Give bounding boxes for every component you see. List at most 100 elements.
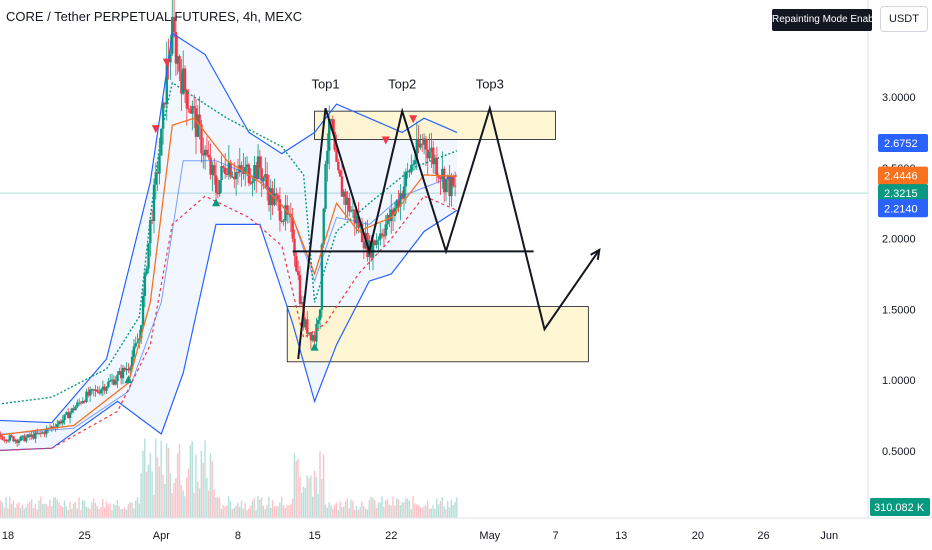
x-tick-label: Apr	[153, 530, 170, 542]
x-tick-label: 26	[757, 530, 769, 542]
volume-bar	[160, 440, 162, 518]
volume-bar	[72, 503, 75, 518]
candle-body	[344, 191, 347, 205]
volume-bar	[406, 498, 409, 518]
candle-body	[34, 432, 37, 439]
candle-body	[187, 108, 190, 110]
candle-body	[291, 217, 294, 239]
candle-body	[419, 143, 422, 148]
volume-bar	[156, 457, 159, 518]
volume-bar	[27, 503, 29, 518]
volume-bar	[310, 475, 312, 518]
candle-body	[240, 165, 243, 170]
candle-body	[114, 381, 117, 385]
candle-body	[433, 157, 437, 165]
candle-body	[36, 432, 39, 434]
volume-bar	[144, 438, 146, 518]
candle-body	[8, 435, 12, 441]
candle-body	[444, 179, 448, 193]
volume-bar	[399, 505, 401, 518]
price-label-value: 2.3215	[884, 188, 918, 200]
volume-bar	[204, 440, 206, 518]
candle-body	[57, 421, 61, 425]
volume-bar	[315, 476, 318, 518]
volume-bar	[127, 503, 130, 518]
volume-bar	[36, 509, 38, 518]
volume-bar	[213, 489, 215, 518]
volume-bar	[317, 493, 319, 518]
candle-body	[103, 386, 106, 391]
candle-body	[453, 185, 457, 187]
candle-body	[112, 379, 116, 385]
candle-body	[116, 374, 119, 382]
volume-bar	[80, 509, 82, 518]
volume-bar	[60, 505, 62, 518]
candle-body	[448, 175, 451, 197]
candle-body	[68, 412, 72, 419]
volume-bar	[297, 458, 299, 518]
candle-body	[92, 389, 95, 391]
volume-bar	[52, 497, 55, 518]
volume-bar	[361, 501, 363, 518]
volume-bar	[69, 501, 71, 518]
volume-bar	[138, 503, 140, 518]
volume-bar	[322, 454, 325, 518]
candle-body	[15, 439, 19, 443]
x-tick-label: 7	[552, 530, 558, 542]
bollinger-upper-line	[0, 32, 458, 424]
candle-body	[17, 440, 21, 443]
volume-bar	[45, 503, 47, 518]
volume-bar	[333, 504, 336, 518]
candle-body	[134, 343, 137, 347]
volume-bar	[379, 501, 381, 518]
candle-body	[98, 391, 101, 394]
candle-body	[14, 439, 17, 442]
volume-bar	[251, 500, 254, 518]
volume-bar	[14, 507, 16, 518]
candle-body	[178, 56, 181, 72]
candle-body	[426, 149, 429, 159]
candle-body	[25, 437, 28, 442]
volume-bar	[231, 509, 234, 518]
y-tick-label: 1.5000	[882, 304, 916, 316]
price-label: 2.2140	[878, 199, 928, 218]
candle-body	[70, 408, 74, 413]
candle-body	[351, 209, 355, 211]
volume-bar	[397, 499, 400, 518]
candle-body	[293, 238, 296, 256]
candle-body	[284, 205, 287, 221]
candle-body	[123, 367, 126, 371]
volume-bar	[408, 500, 411, 518]
volume-bar	[401, 502, 403, 518]
candle-body	[273, 193, 276, 206]
volume-bar	[87, 507, 89, 518]
volume-bar	[436, 498, 438, 518]
volume-bar	[417, 504, 420, 518]
candle-body	[77, 402, 81, 404]
candle-body	[4, 439, 8, 441]
volume-bar	[277, 506, 279, 518]
candle-body	[309, 332, 313, 341]
candle-body	[411, 164, 415, 166]
x-tick-label: 13	[615, 530, 627, 542]
volume-bar	[171, 492, 173, 518]
volume-bar	[76, 508, 78, 518]
volume-bar	[217, 497, 219, 518]
price-label-box	[878, 166, 928, 185]
volume-bar	[437, 504, 440, 518]
candle-body	[373, 240, 377, 245]
currency-button[interactable]: USDT	[880, 6, 928, 32]
candle-body	[320, 244, 324, 310]
candle-body	[236, 172, 240, 174]
volume-bar	[29, 501, 31, 518]
volume-bar	[363, 506, 365, 518]
price-label-box	[878, 199, 928, 218]
volume-bar	[326, 507, 328, 518]
volume-bar	[255, 509, 257, 518]
candle-body	[194, 108, 198, 137]
annotation-top3: Top3	[476, 77, 504, 92]
candle-body	[28, 434, 32, 437]
volume-bar	[78, 497, 80, 518]
volume-bar	[456, 497, 458, 518]
